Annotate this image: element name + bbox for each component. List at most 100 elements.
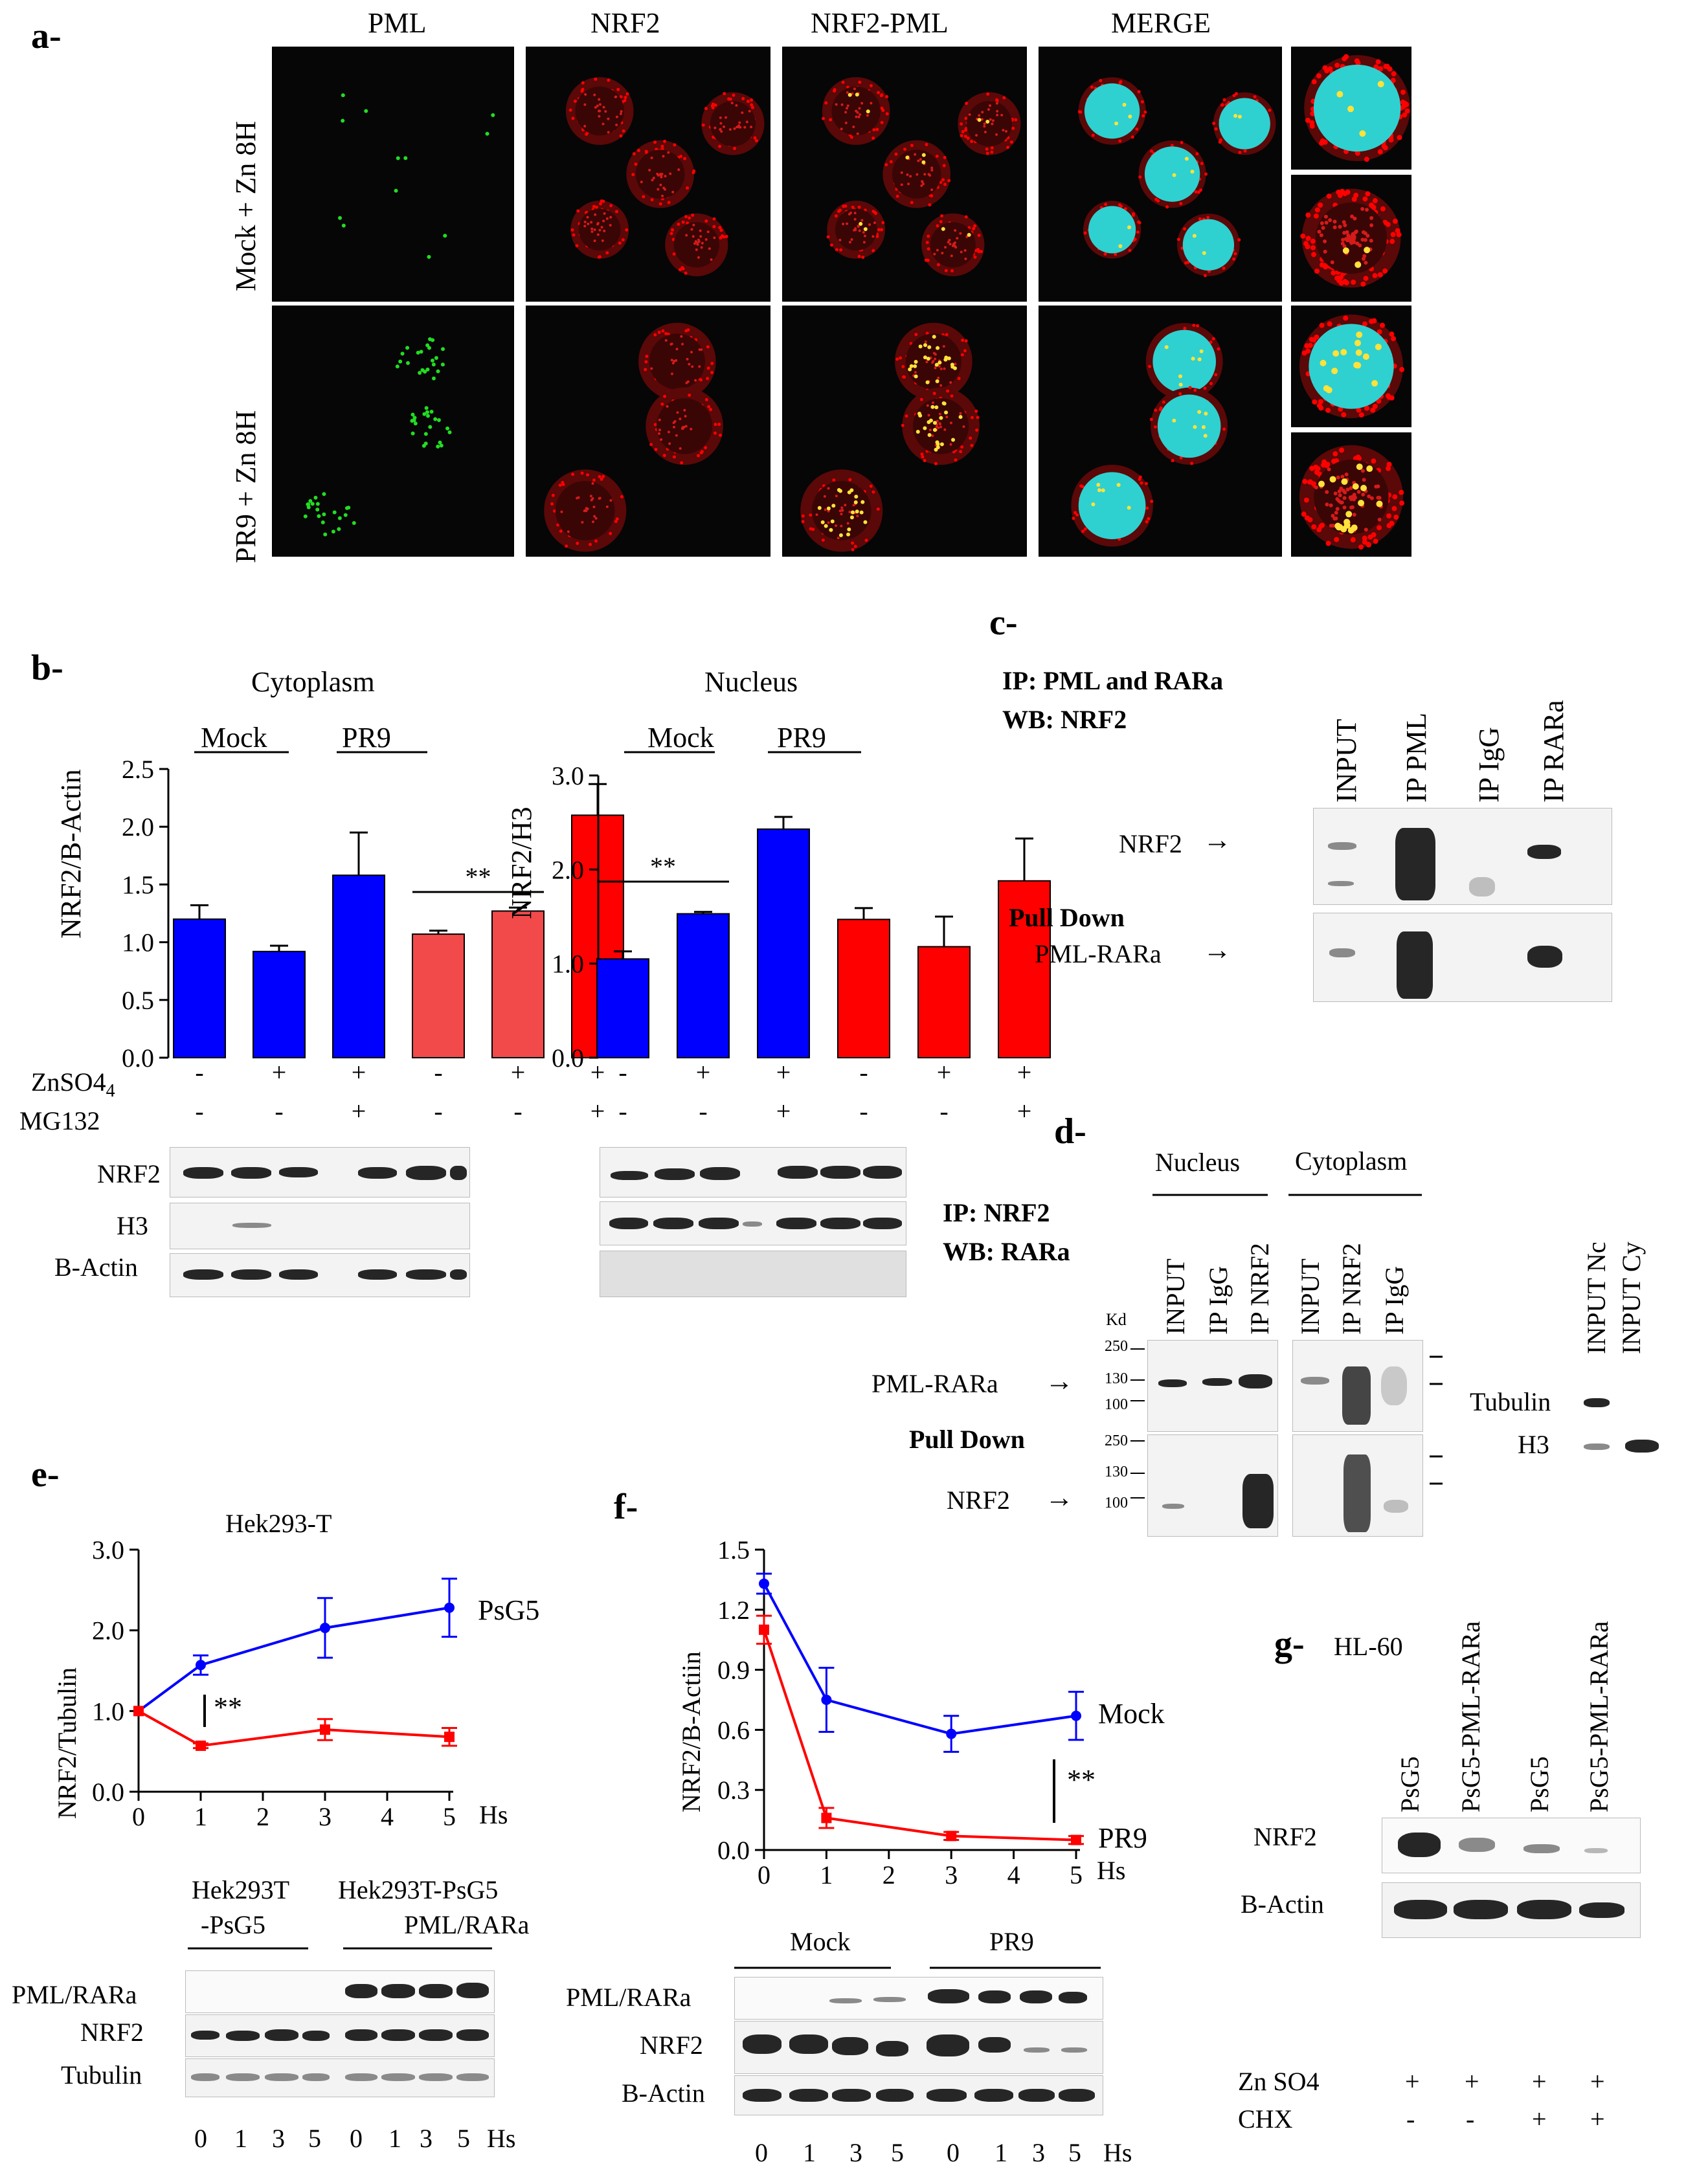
nrf2-speckle: [704, 446, 708, 450]
nrf2-speckle: [598, 98, 601, 101]
nrf2-speckle: [701, 241, 704, 245]
blot-d-tubulin: [1579, 1384, 1669, 1420]
bar-1-2: [757, 828, 810, 1058]
nrf2-speckle: [964, 339, 968, 343]
pml-body: [447, 430, 452, 434]
nrf2-speckle: [558, 484, 562, 487]
pml-body: [1199, 349, 1204, 353]
col-header-nrf2: NRF2: [590, 7, 660, 39]
blot-f-bactin: [734, 2075, 1103, 2115]
nrf2-speckle: [950, 254, 953, 258]
nrf2-speckle: [869, 84, 873, 87]
nrf2-speckle: [1332, 219, 1337, 224]
nrf2-speckle: [1083, 231, 1087, 235]
pml-body: [935, 379, 939, 384]
f-group-pr9: PR9: [989, 1927, 1034, 1956]
pml-body: [320, 520, 325, 524]
nrf2-speckle: [875, 128, 879, 131]
blot-c-nrf2: [1313, 808, 1612, 905]
nrf2-speckle: [823, 495, 826, 498]
nrf2-speckle: [1369, 238, 1373, 243]
pml-body: [923, 343, 928, 348]
nrf2-speckle: [615, 124, 618, 127]
nrf2-speckle: [598, 228, 601, 232]
band: [611, 1171, 648, 1180]
nrf2-speckle: [938, 423, 941, 426]
nrf2-speckle: [672, 455, 676, 459]
nrf2-speckle: [1369, 223, 1374, 227]
nrf2-speckle: [652, 176, 655, 179]
nrf2-speckle: [839, 248, 843, 252]
pml-body: [1197, 410, 1202, 414]
nrf2-speckle: [680, 335, 683, 338]
band: [1395, 828, 1435, 900]
nrf2-speckle: [885, 112, 889, 116]
nucleus-stain: [1144, 146, 1200, 202]
data-point-2-1: [444, 1732, 455, 1743]
nrf2-speckle: [857, 254, 861, 258]
nrf2-speckle: [920, 452, 924, 456]
band: [1384, 1500, 1408, 1513]
pml-body: [427, 346, 431, 350]
nrf2-speckle: [801, 514, 805, 518]
nrf2-speckle: [550, 502, 554, 506]
bar-0-3: [412, 933, 465, 1059]
nrf2-speckle: [704, 219, 708, 223]
nrf2-speckle: [713, 236, 716, 240]
nrf2-speckle: [581, 81, 585, 85]
band: [820, 1218, 860, 1229]
pml-body: [914, 374, 918, 379]
nrf2-speckle: [880, 228, 884, 232]
nrf2-speckle: [683, 408, 686, 412]
nrf2-speckle: [926, 404, 929, 407]
col-header-merge: MERGE: [1111, 7, 1211, 39]
band: [358, 1269, 397, 1280]
nrf2-speckle: [1323, 249, 1327, 254]
pml-body: [909, 364, 914, 368]
nrf2-speckle: [719, 122, 723, 125]
nrf2-speckle: [662, 155, 665, 158]
nrf2-speckle: [601, 474, 605, 478]
y-tick-label-3: 0.3: [717, 1776, 750, 1805]
nrf2-speckle: [1391, 336, 1397, 342]
y-tick-label-2: 1.0: [92, 1697, 124, 1726]
pml-body: [1359, 130, 1366, 137]
pml-body: [1375, 343, 1382, 350]
nrf2-speckle: [1332, 451, 1338, 457]
blot-b-cyto-bactin: [170, 1253, 470, 1297]
pml-body: [1097, 488, 1101, 493]
nrf2-speckle: [962, 425, 965, 429]
nrf2-speckle: [594, 517, 598, 520]
pml-body: [1336, 91, 1343, 98]
pml-body: [308, 498, 313, 503]
panel-g-label: g-: [1274, 1624, 1305, 1664]
pml-body: [1204, 411, 1208, 416]
nrf2-speckle: [1237, 238, 1241, 241]
nrf2-speckle: [986, 92, 990, 96]
nrf2-speckle: [877, 91, 881, 95]
nrf2-speckle: [895, 194, 899, 198]
pml-body: [413, 421, 418, 426]
nrf2-speckle: [600, 477, 603, 481]
nrf2-speckle: [877, 228, 881, 232]
nrf2-speckle: [871, 235, 875, 238]
band: [450, 1166, 467, 1180]
y-tick-label-3: 1.5: [717, 1535, 750, 1565]
nrf2-speckle: [745, 120, 748, 124]
pml-body: [1118, 244, 1123, 249]
pml-body: [930, 405, 935, 409]
y-tick-label-3: 1.2: [717, 1596, 750, 1625]
nrf2-speckle: [1355, 60, 1361, 66]
nrf2-speckle: [598, 103, 601, 106]
nrf2-speckle: [583, 509, 586, 513]
panel-d-row-h3: H3: [1518, 1430, 1549, 1459]
nrf2-speckle: [928, 429, 932, 432]
nrf2-speckle: [620, 495, 624, 498]
pml-body: [405, 346, 410, 350]
nrf2-speckle: [728, 97, 732, 101]
nrf2-speckle: [662, 186, 666, 190]
band: [456, 1983, 489, 1998]
nrf2-speckle: [1320, 138, 1325, 144]
pml-body: [1233, 113, 1238, 118]
nrf2-speckle: [713, 431, 717, 435]
